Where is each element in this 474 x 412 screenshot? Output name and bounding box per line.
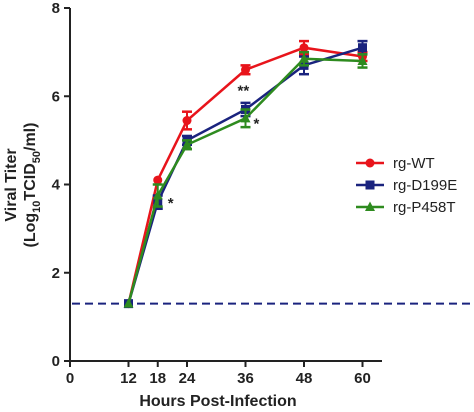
legend: rg-WT rg-D199E rg-P458T	[356, 155, 457, 216]
legend-entry-rg-WT: rg-WT	[356, 155, 435, 172]
data-point	[182, 116, 192, 126]
plot-area: ****	[72, 39, 470, 309]
legend-entry-rg-D199E: rg-D199E	[356, 177, 457, 194]
x-tick-label: 12	[120, 370, 137, 387]
y-tick-label: 0	[52, 353, 60, 370]
y-axis-title: Viral Titer (Log10TCID50/ml)	[3, 123, 43, 248]
series-rg-WT	[124, 39, 368, 309]
significance-annotation: *	[168, 195, 174, 212]
series-rg-P458T	[123, 50, 368, 308]
x-tick-label: 18	[149, 370, 166, 387]
series-line	[127, 46, 363, 304]
data-point	[182, 139, 192, 149]
data-point	[241, 65, 250, 75]
legend-marker	[365, 158, 375, 168]
series-line	[127, 57, 363, 304]
significance-annotation: **	[238, 83, 250, 100]
data-point	[152, 190, 163, 200]
x-tick-label: 0	[66, 370, 74, 387]
y-tick-label: 8	[52, 0, 60, 17]
y-tick-label: 6	[52, 88, 60, 105]
y-axis-title-line1: Viral Titer	[3, 148, 20, 221]
legend-label: rg-D199E	[393, 177, 457, 194]
x-axis-title: Hours Post-Infection	[139, 393, 296, 410]
data-point	[299, 43, 309, 53]
significance-annotation: *	[254, 115, 260, 132]
data-point	[123, 298, 134, 308]
data-point	[153, 175, 163, 185]
data-point	[357, 55, 368, 65]
data-point	[240, 112, 251, 123]
data-point	[358, 43, 367, 53]
legend-marker	[365, 201, 375, 211]
series-line	[127, 46, 363, 304]
data-point	[299, 53, 309, 63]
legend-label: rg-WT	[393, 155, 435, 172]
legend-marker	[365, 180, 375, 190]
y-tick-label: 4	[52, 177, 61, 194]
legend-label: rg-P458T	[393, 199, 456, 216]
x-tick-label: 24	[179, 370, 196, 387]
x-tick-label: 60	[354, 370, 371, 387]
y-tick-label: 2	[52, 265, 60, 282]
x-tick-label: 48	[296, 370, 313, 387]
legend-entry-rg-P458T: rg-P458T	[356, 199, 456, 216]
x-tick-label: 36	[237, 370, 254, 387]
y-axis-title-line2: (Log10TCID50/ml)	[22, 123, 43, 248]
